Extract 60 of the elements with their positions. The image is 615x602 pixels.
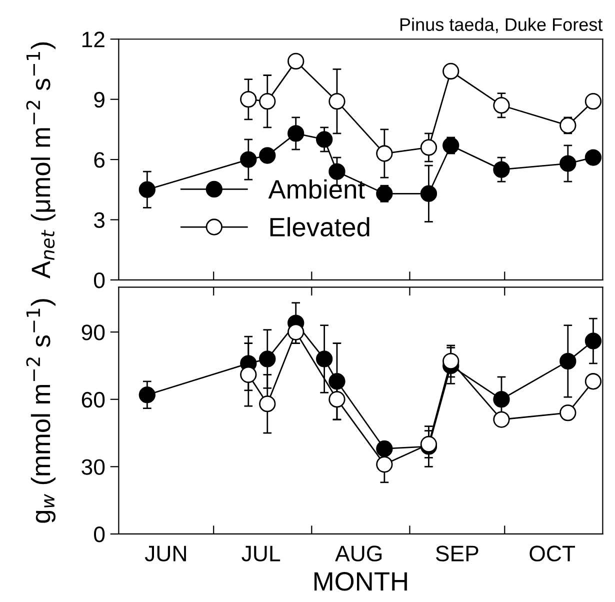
y-tick-label: 12	[82, 32, 104, 48]
y-axis-title: g$_{w}$ (mmol m$^{−2}$ s$^{−1}$)	[26, 299, 56, 523]
point	[376, 456, 393, 473]
y-axis-title: A$_{net}$ (μmol m$^{−2}$ s$^{−1}$)	[26, 42, 56, 278]
point	[328, 93, 346, 110]
point	[493, 97, 510, 114]
y-tick-label: 9	[94, 92, 104, 108]
legend-label: Elevated	[270, 217, 370, 237]
x-axis-title: MONTH	[314, 572, 407, 591]
chart-title: Pinus taeda, Duke Forest	[400, 18, 603, 34]
y-tick-label: 60	[82, 392, 105, 408]
point	[316, 350, 333, 368]
point	[316, 131, 333, 148]
point	[328, 163, 346, 180]
y-tick-label: 90	[82, 324, 105, 340]
point	[560, 155, 576, 172]
point	[328, 373, 346, 390]
point	[493, 411, 510, 428]
point	[560, 117, 576, 134]
point	[240, 366, 257, 383]
point	[584, 373, 602, 390]
point	[493, 161, 510, 178]
y-tick-label: 3	[94, 212, 105, 228]
point	[138, 181, 156, 198]
y-tick-label: 0	[94, 526, 105, 542]
point	[328, 391, 346, 408]
x-tick-label: JUN	[144, 546, 186, 562]
y-tick-label: 0	[94, 272, 105, 288]
y-tick-label: 6	[94, 152, 105, 168]
point	[560, 352, 576, 370]
point	[584, 332, 602, 350]
point	[420, 139, 438, 156]
point	[288, 324, 304, 340]
point	[376, 185, 393, 202]
point	[442, 62, 460, 80]
point	[376, 145, 393, 162]
x-tick-label: AUG	[335, 546, 382, 562]
x-tick-label: OCT	[530, 546, 576, 562]
x-tick-label: JUL	[242, 546, 280, 562]
point	[240, 90, 257, 108]
y-tick-label: 30	[82, 459, 105, 475]
point	[442, 352, 460, 370]
point	[259, 396, 276, 412]
point	[420, 185, 438, 202]
point	[240, 151, 257, 168]
point	[584, 93, 602, 110]
point	[259, 350, 276, 368]
point	[288, 125, 304, 142]
point	[376, 440, 393, 458]
point	[560, 404, 576, 422]
point	[259, 147, 276, 164]
point	[288, 52, 304, 70]
x-tick-label: SEP	[436, 546, 478, 562]
point	[259, 93, 276, 110]
point	[420, 436, 438, 453]
point	[584, 149, 602, 166]
point	[493, 391, 510, 408]
legend-label: Ambient	[268, 179, 365, 199]
point	[442, 137, 460, 154]
point	[138, 386, 156, 404]
